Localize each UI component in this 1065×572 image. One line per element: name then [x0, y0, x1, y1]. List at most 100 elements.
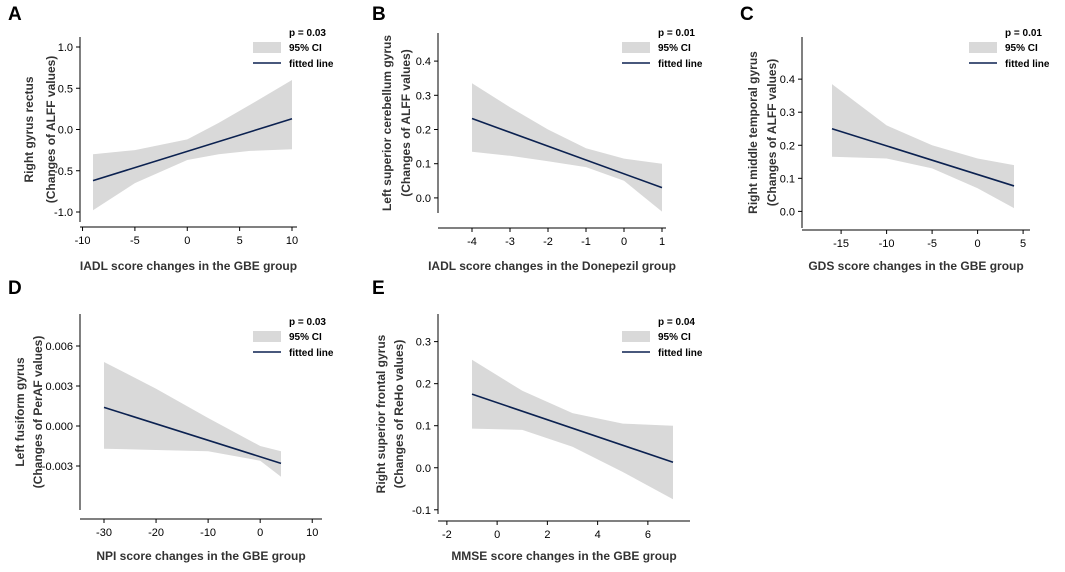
y-tick-label: 0.1	[780, 173, 795, 185]
fitted-line	[471, 117, 663, 189]
x-axis-title: GDS score changes in the GBE group	[808, 259, 1023, 273]
y-axis-title-line2: (Changes of PerAF values)	[31, 336, 45, 489]
x-tick-label: 0	[621, 236, 627, 248]
p-value-label: p = 0.01	[658, 28, 695, 39]
ci-band	[472, 83, 662, 212]
chart-panel-c: C 0.0 0.1 0.2 0.3 0.4 -15 -10 -5 0 5 GDS score chan…	[740, 4, 1050, 273]
x-tick-label: 10	[306, 527, 318, 539]
x-tick-label: -2	[442, 529, 452, 541]
x-tick-label: 4	[595, 529, 601, 541]
y-tick-label: 0.0	[416, 193, 431, 205]
x-tick-label: -10	[879, 238, 895, 250]
fitted-line	[471, 393, 674, 464]
y-tick-label: 0.2	[416, 379, 431, 391]
y-tick-label: 0.3	[780, 107, 795, 119]
y-tick-label: -0.1	[412, 505, 431, 517]
legend-ci-label: 95% CI	[289, 43, 322, 54]
x-tick-label: 0	[257, 527, 263, 539]
legend-ci-swatch	[253, 42, 281, 53]
legend-line-label: fitted line	[658, 348, 703, 359]
panel-letter: B	[372, 4, 386, 25]
ci-band	[472, 359, 673, 500]
x-tick-label: 2	[544, 529, 550, 541]
x-axis-title: IADL score changes in the Donepezil grou…	[428, 259, 676, 273]
y-tick-label: -0.5	[54, 166, 73, 178]
fitted-line	[103, 406, 282, 465]
x-axis-title: MMSE score changes in the GBE group	[451, 549, 676, 563]
y-tick-label: 0.006	[45, 341, 73, 353]
y-tick-label: -1.0	[54, 207, 73, 219]
x-tick-label: -20	[148, 527, 164, 539]
legend-line-label: fitted line	[289, 59, 334, 70]
y-tick-label: 0.4	[416, 56, 431, 68]
y-tick-label: 0.1	[416, 421, 431, 433]
y-tick-label: 0.3	[416, 337, 431, 349]
ci-band	[832, 84, 1014, 209]
chart-panel-e: E -0.1 0.0 0.1 0.2 0.3 -2 0 2 4 6 MMSE score change…	[372, 278, 703, 563]
y-tick-label: 0.2	[416, 125, 431, 137]
y-tick-label: 0.000	[45, 421, 73, 433]
x-tick-label: -10	[75, 235, 91, 247]
ci-band	[104, 362, 281, 477]
legend-ci-swatch	[622, 42, 650, 53]
x-tick-label: 5	[1020, 238, 1026, 250]
y-axis-title-line2: (Changes of ALFF values)	[44, 56, 58, 204]
x-tick-label: -10	[200, 527, 216, 539]
x-tick-label: -30	[96, 527, 112, 539]
x-tick-label: -1	[581, 236, 591, 248]
legend-line-label: fitted line	[658, 59, 703, 70]
y-tick-label: 0.1	[416, 159, 431, 171]
legend-ci-label: 95% CI	[289, 332, 322, 343]
panel-letter: A	[8, 4, 22, 25]
x-tick-label: 10	[286, 235, 298, 247]
legend-line-label: fitted line	[1005, 59, 1050, 70]
x-tick-label: 5	[237, 235, 243, 247]
x-tick-label: -5	[927, 238, 937, 250]
x-tick-label: 1	[659, 236, 665, 248]
p-value-label: p = 0.03	[289, 28, 326, 39]
y-axis-title-line2: (Changes of ReHo values)	[392, 340, 406, 489]
fitted-line	[831, 127, 1015, 187]
y-axis-title-line2: (Changes of ALFF values)	[399, 49, 413, 197]
x-tick-label: -4	[467, 236, 477, 248]
chart-panel-b: B 0.0 0.1 0.2 0.3 0.4 -4 -3 -2 -1 0 1 IADL score cha…	[372, 4, 703, 273]
legend-ci-swatch	[622, 331, 650, 342]
panel-letter: C	[740, 4, 754, 25]
y-tick-label: 0.4	[780, 74, 795, 86]
y-tick-label: 0.0	[58, 125, 73, 137]
y-tick-label: 0.2	[780, 140, 795, 152]
y-tick-label: 1.0	[58, 42, 73, 54]
y-tick-label: -0.003	[42, 461, 73, 473]
y-axis-title-line1: Left superior cerebellum gyrus	[380, 35, 394, 211]
panel-letter: D	[8, 278, 22, 299]
y-axis-title-line1: Right gyrus rectus	[22, 76, 36, 182]
panel-letter: E	[372, 278, 385, 299]
y-tick-label: 0.0	[780, 206, 795, 218]
x-tick-label: -2	[543, 236, 553, 248]
p-value-label: p = 0.01	[1005, 28, 1042, 39]
legend-ci-swatch	[253, 331, 281, 342]
x-tick-label: 0	[975, 238, 981, 250]
y-axis-title-line2: (Changes of ALFF values)	[765, 59, 779, 207]
y-tick-label: 0.5	[58, 83, 73, 95]
x-axis-title: NPI score changes in the GBE group	[96, 549, 305, 563]
x-tick-label: -15	[833, 238, 849, 250]
p-value-label: p = 0.04	[658, 317, 695, 328]
x-tick-label: -5	[130, 235, 140, 247]
p-value-label: p = 0.03	[289, 317, 326, 328]
y-axis-title-line1: Right middle temporal gyrus	[746, 51, 760, 214]
y-axis-title-line1: Left fusiform gyrus	[13, 357, 27, 467]
ci-band	[93, 80, 292, 211]
x-tick-label: 0	[494, 529, 500, 541]
legend-ci-label: 95% CI	[658, 43, 691, 54]
legend-line-label: fitted line	[289, 348, 334, 359]
y-tick-label: 0.003	[45, 381, 73, 393]
fitted-line	[92, 118, 293, 182]
x-axis-title: IADL score changes in the GBE group	[80, 259, 297, 273]
y-tick-label: 0.0	[416, 463, 431, 475]
x-tick-label: 6	[645, 529, 651, 541]
chart-panel-a: A -1.0 -0.5 0.0 0.5 1.0 -10 -5 0 5 10 IADL score ch…	[8, 4, 334, 273]
y-axis-title-line1: Right superior frontal gyrus	[374, 334, 388, 493]
